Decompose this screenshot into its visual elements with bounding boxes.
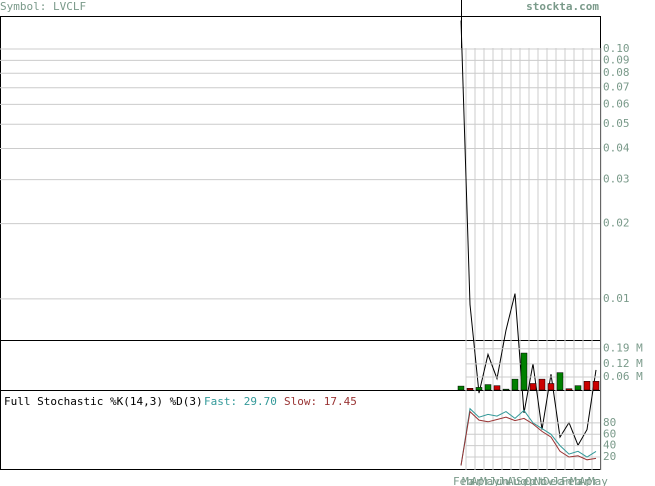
y-tick-label: 0.01 [603,292,630,305]
bar [475,387,483,391]
x-tick-label: Sep [516,475,536,486]
y-tick-label: 0.05 [603,117,630,130]
x-tick-label: Jun [489,475,509,486]
slow-label: Slow: 17.45 [284,395,357,408]
y-tick-label: 0.06 M [603,370,643,383]
y-tick-label: 0.07 [603,81,630,94]
y-tick-label: 20 [603,450,616,463]
bar [565,388,573,391]
y-tick-label: 40 [603,439,616,452]
x-tick-label: Mar [462,475,482,486]
bar [466,388,474,391]
bar [556,372,564,391]
bar [583,381,591,391]
y-tick-label: 0.06 [603,97,630,110]
y-tick-label: 0.19 M [603,342,643,355]
x-tick-label: Mar [570,475,590,486]
symbol: Symbol: LVCLF [0,0,86,13]
stoch-title: Full Stochastic %K(14,3) %D(3) [4,395,203,408]
x-tick-label: Nov [534,475,554,486]
y-tick-label: 80 [603,416,616,429]
bar [520,352,528,391]
bar [511,378,519,391]
bar [592,381,600,391]
bar [457,385,465,391]
x-tick-label: Oct [525,475,545,486]
bar [547,383,555,391]
y-tick-label: 0.10 [603,42,630,55]
x-tick-label: May [480,475,500,486]
y-tick-label: 60 [603,427,616,440]
bar [529,383,537,391]
y-tick-label: 0.08 [603,66,630,79]
bar [493,385,501,391]
x-tick-label: Apr [579,475,599,486]
y-tick-label: 0.02 [603,217,630,230]
x-tick-label: Jul [498,475,518,486]
y-tick-label: 0.09 [603,53,630,66]
x-tick-label: Feb [561,475,581,486]
x-tick-label: May [588,475,608,486]
y-tick-label: 0.04 [603,141,630,154]
bar [502,388,510,391]
series-line [460,407,597,466]
x-tick-label: Jan [552,475,572,486]
fast-label: Fast: 29.70 [204,395,277,408]
x-tick-label: Aug [507,475,527,486]
y-tick-label: 0.03 [603,173,630,186]
x-tick-label: Apr [471,475,491,486]
series-line [460,410,597,466]
x-tick-label: Dec [543,475,563,486]
y-tick-label: 0.12 M [603,357,643,370]
bar [484,384,492,391]
bar [538,378,546,391]
bar [574,385,582,391]
site: stockta.com [526,0,599,13]
x-tick-label: Feb [453,475,473,486]
